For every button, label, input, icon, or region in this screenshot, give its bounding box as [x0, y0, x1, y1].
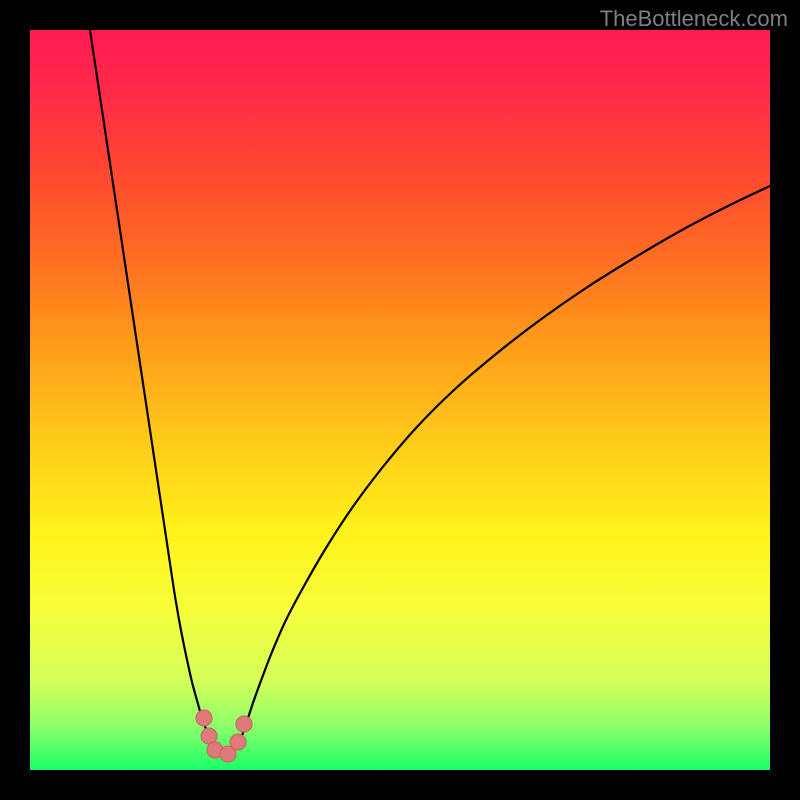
curve-right — [244, 186, 770, 729]
curves-layer — [30, 30, 770, 770]
marker-point — [230, 734, 246, 750]
chart-container: TheBottleneck.com — [0, 0, 800, 800]
marker-point — [196, 710, 212, 726]
marker-point — [236, 716, 252, 732]
bottleneck-markers — [196, 710, 252, 762]
watermark-text: TheBottleneck.com — [600, 6, 788, 32]
curve-left — [90, 30, 206, 729]
plot-area — [30, 30, 770, 770]
